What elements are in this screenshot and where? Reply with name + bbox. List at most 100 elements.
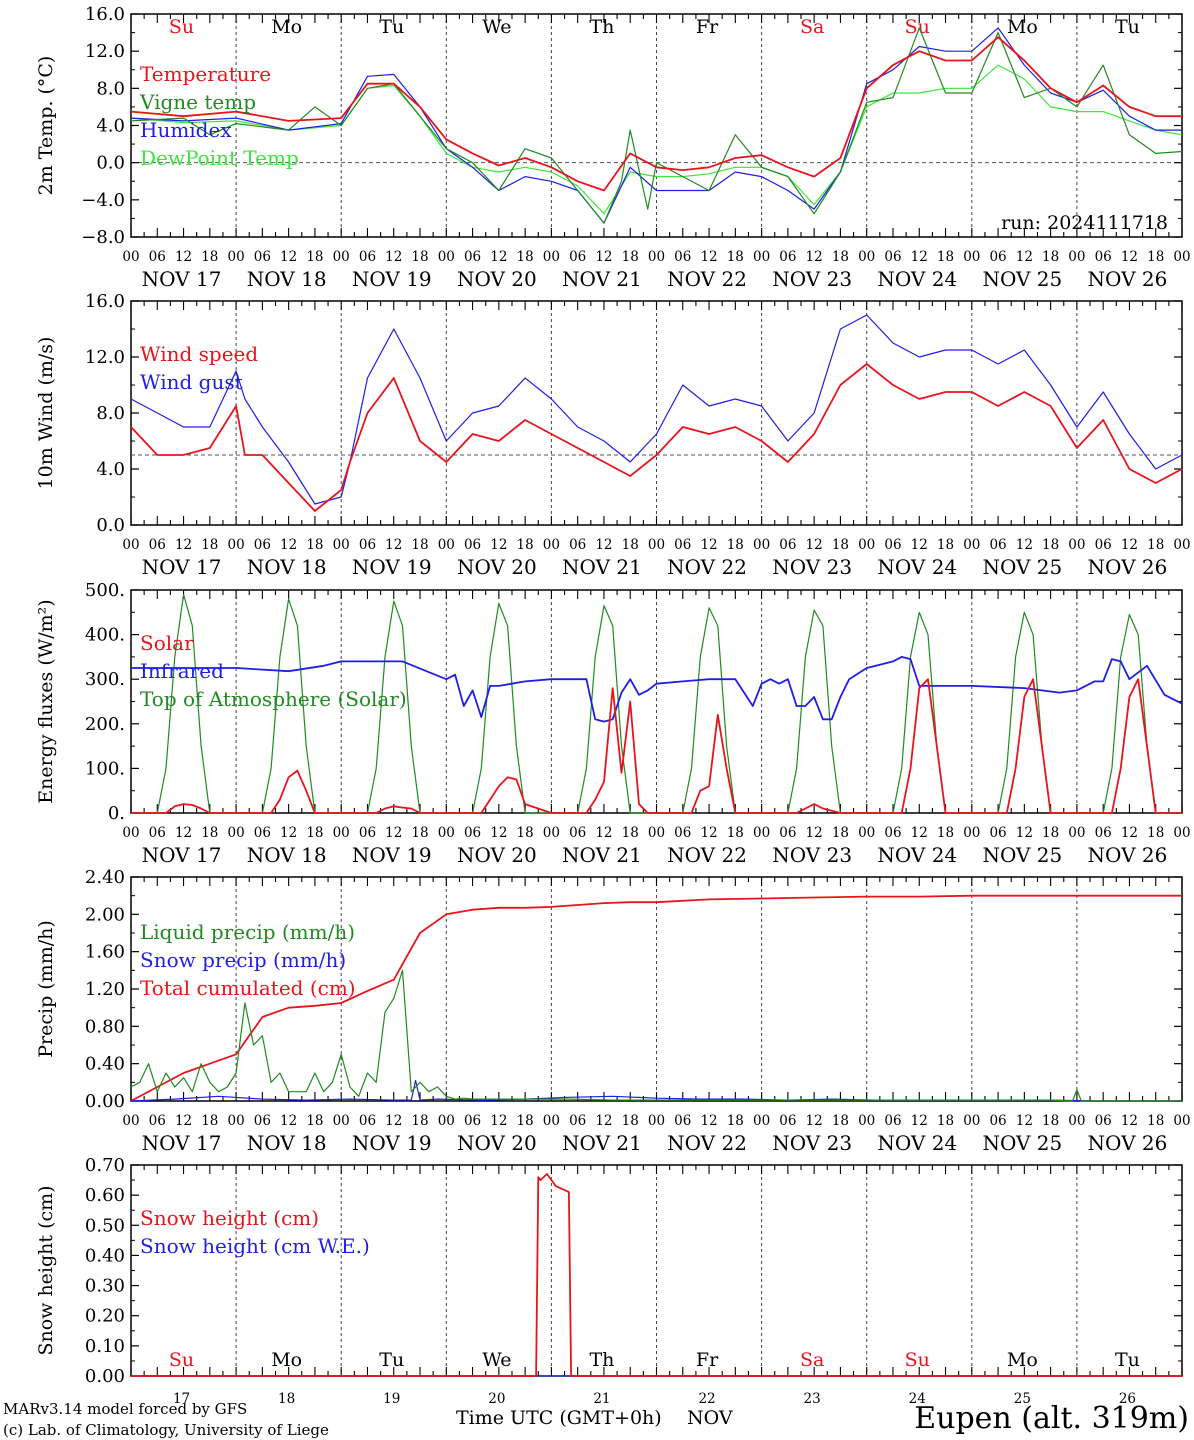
weekday-label: Su xyxy=(905,1349,930,1371)
x-hour-label: 18 xyxy=(306,537,323,553)
footer-month-label: NOV xyxy=(687,1407,733,1429)
x-hour-label: 00 xyxy=(543,1113,560,1129)
x-hour-label: 00 xyxy=(858,249,875,265)
x-hour-label: 06 xyxy=(569,537,586,553)
y-tick-label: 100. xyxy=(85,758,125,779)
x-day-label: NOV 19 xyxy=(352,267,432,291)
y-tick-label: 1.20 xyxy=(85,979,125,1000)
x-hour-label: 00 xyxy=(963,825,980,841)
x-hour-label: 18 xyxy=(622,249,639,265)
x-hour-label: 00 xyxy=(122,249,139,265)
x-hour-label: 12 xyxy=(806,537,823,553)
legend-entry: DewPoint Temp xyxy=(140,146,299,170)
x-hour-label: 00 xyxy=(438,825,455,841)
x-hour-label: 12 xyxy=(280,825,297,841)
y-tick-label: 0.30 xyxy=(85,1276,125,1297)
x-day-label: NOV 18 xyxy=(247,555,327,579)
x-hour-label: 18 xyxy=(517,537,534,553)
x-hour-label: 18 xyxy=(411,1113,428,1129)
x-day-label: NOV 23 xyxy=(772,1131,852,1155)
x-day-label: NOV 19 xyxy=(352,1131,432,1155)
panel-5: 0.00 0.10 0.20 0.30 0.40 0.50 0.60 0.70 Snow hei… xyxy=(35,1155,1183,1407)
x-hour-label: 00 xyxy=(333,1113,350,1129)
weekday-label: Su xyxy=(905,16,930,38)
y-tick-label: 500. xyxy=(85,580,125,601)
x-hour-label: 12 xyxy=(385,537,402,553)
run-annotation: run: 2024111718 xyxy=(1001,212,1168,234)
x-hour-label: 12 xyxy=(595,249,612,265)
x-hour-label: 12 xyxy=(911,1113,928,1129)
weekday-label: Tu xyxy=(379,16,404,38)
series-line xyxy=(130,36,1182,192)
x-hour-label: 18 xyxy=(1147,1113,1164,1129)
x-hour-label: 06 xyxy=(989,537,1006,553)
x-hour-label: 12 xyxy=(385,249,402,265)
panel-3: 0. 100. 200. 300. 400. 500. Energy fluxes (W/m… xyxy=(35,580,1191,867)
y-tick-label: 4.0 xyxy=(96,459,125,480)
x-day-label: NOV 21 xyxy=(562,1131,642,1155)
x-day-label: NOV 21 xyxy=(562,555,642,579)
x-hour-label: 00 xyxy=(333,825,350,841)
x-hour-label: 00 xyxy=(1173,249,1190,265)
y-tick-label: 12.0 xyxy=(85,41,125,62)
x-day-label: NOV 25 xyxy=(982,267,1062,291)
x-hour-label: 06 xyxy=(884,1113,901,1129)
x-hour-label: 00 xyxy=(753,537,770,553)
weekday-label: Mo xyxy=(271,1349,302,1371)
x-hour-label: 06 xyxy=(779,249,796,265)
station-label: Eupen (alt. 319m) xyxy=(914,1401,1189,1436)
x-hour-label: 12 xyxy=(385,1113,402,1129)
x-hour-label: 18 xyxy=(727,537,744,553)
x-hour-label: 06 xyxy=(149,249,166,265)
x-day-label: NOV 20 xyxy=(457,555,537,579)
x-hour-label: 12 xyxy=(175,825,192,841)
x-day-label: NOV 24 xyxy=(877,1131,957,1155)
x-hour-label: 18 xyxy=(306,1113,323,1129)
legend-entry: Snow height (cm W.E.) xyxy=(140,1234,370,1258)
x-day-label: NOV 25 xyxy=(982,843,1062,867)
x-hour-label: 00 xyxy=(963,249,980,265)
series-line xyxy=(131,678,1182,814)
x-hour-label: 18 xyxy=(622,825,639,841)
plot-frame xyxy=(130,13,1183,238)
x-hour-label: 00 xyxy=(753,825,770,841)
x-hour-label: 06 xyxy=(1095,249,1112,265)
x-day-label: NOV 25 xyxy=(982,555,1062,579)
x-day-label: NOV 18 xyxy=(247,843,327,867)
x-day-number: 19 xyxy=(383,1391,400,1407)
x-day-label: NOV 24 xyxy=(877,267,957,291)
x-day-label: NOV 20 xyxy=(457,843,537,867)
x-hour-label: 00 xyxy=(648,1113,665,1129)
x-hour-label: 18 xyxy=(937,1113,954,1129)
x-hour-label: 06 xyxy=(254,1113,271,1129)
x-day-number: 23 xyxy=(804,1391,821,1407)
x-hour-label: 18 xyxy=(832,537,849,553)
x-day-label: NOV 20 xyxy=(457,1131,537,1155)
x-hour-label: 12 xyxy=(911,249,928,265)
x-hour-label: 00 xyxy=(963,1113,980,1129)
x-hour-label: 06 xyxy=(359,537,376,553)
x-hour-label: 12 xyxy=(595,825,612,841)
x-hour-label: 06 xyxy=(254,249,271,265)
x-hour-label: 06 xyxy=(569,1113,586,1129)
plot-frame xyxy=(130,300,1183,526)
x-hour-label: 12 xyxy=(700,249,717,265)
x-hour-label: 12 xyxy=(1121,1113,1138,1129)
x-hour-label: 00 xyxy=(1068,1113,1085,1129)
x-hour-label: 00 xyxy=(438,537,455,553)
x-hour-label: 12 xyxy=(490,1113,507,1129)
x-hour-label: 06 xyxy=(359,1113,376,1129)
x-hour-label: 18 xyxy=(1042,825,1059,841)
series-line xyxy=(131,1173,1182,1377)
x-day-label: NOV 19 xyxy=(352,843,432,867)
x-hour-label: 12 xyxy=(1121,249,1138,265)
y-tick-label: 0.0 xyxy=(96,153,125,174)
x-hour-label: 12 xyxy=(700,537,717,553)
legend-entry: Total cumulated (cm) xyxy=(140,976,356,1000)
x-hour-label: 12 xyxy=(806,825,823,841)
x-hour-label: 06 xyxy=(989,1113,1006,1129)
x-hour-label: 06 xyxy=(779,825,796,841)
x-hour-label: 12 xyxy=(1016,537,1033,553)
series-line xyxy=(130,969,1182,1102)
y-axis-label: Precip (mm/h) xyxy=(35,920,57,1058)
